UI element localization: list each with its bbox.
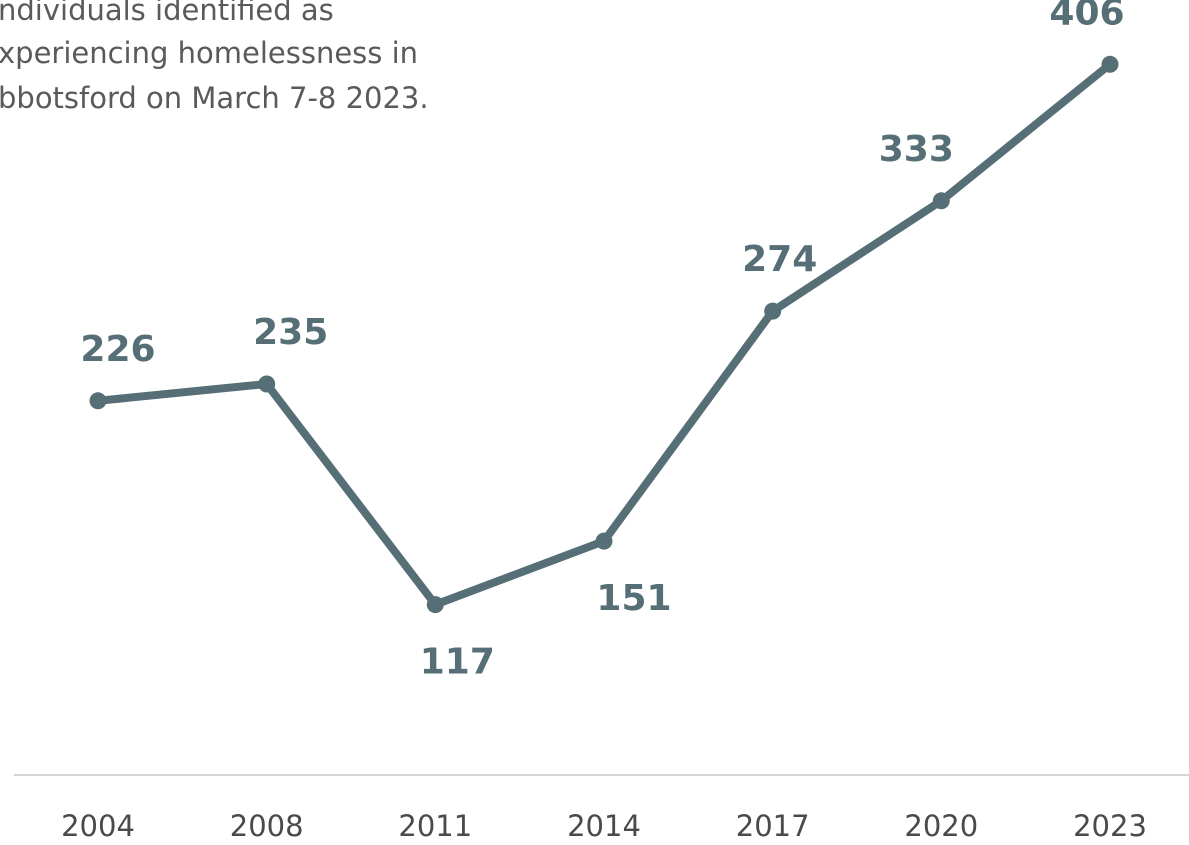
chart-caption: ndividuals identified as xperiencing hom… <box>0 0 429 115</box>
plot-area: 226 235 117 151 274 333 406 <box>80 0 1124 683</box>
data-point-2020 <box>932 192 950 210</box>
data-point-2017 <box>764 302 782 320</box>
x-tick-label-2017: 2017 <box>736 809 810 843</box>
data-label-2023: 406 <box>1049 0 1124 33</box>
caption-line-1: ndividuals identified as <box>0 0 334 27</box>
x-tick-label-2020: 2020 <box>904 809 978 843</box>
data-point-2011 <box>426 596 444 614</box>
data-point-2008 <box>258 375 276 393</box>
data-label-2014: 151 <box>596 578 671 619</box>
data-label-2004: 226 <box>80 329 155 370</box>
data-point-2004 <box>89 392 107 410</box>
data-label-2011: 117 <box>420 642 495 683</box>
x-tick-label-2014: 2014 <box>567 809 641 843</box>
caption-line-3: bbotsford on March 7-8 2023. <box>0 81 429 115</box>
data-point-2023 <box>1101 55 1119 73</box>
data-label-2008: 235 <box>253 312 328 353</box>
x-tick-label-2011: 2011 <box>398 809 472 843</box>
data-label-2020: 333 <box>879 129 954 170</box>
data-label-2017: 274 <box>742 239 817 280</box>
x-tick-label-2004: 2004 <box>61 809 135 843</box>
x-axis-ticks: 2004 2008 2011 2014 2017 2020 2023 <box>61 809 1147 843</box>
x-tick-label-2023: 2023 <box>1073 809 1147 843</box>
caption-line-2: xperiencing homelessness in <box>0 36 418 70</box>
data-point-2014 <box>595 532 613 550</box>
x-tick-label-2008: 2008 <box>230 809 304 843</box>
series-line <box>94 60 1114 609</box>
